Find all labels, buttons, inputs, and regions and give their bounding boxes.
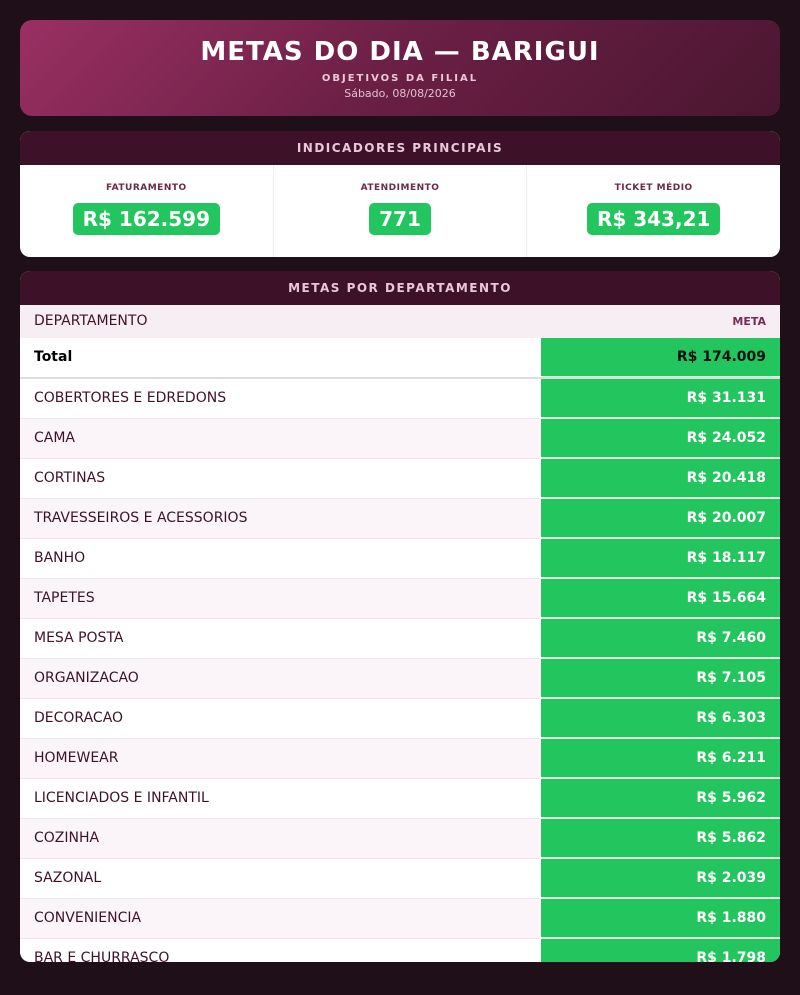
column-header: META [732, 315, 766, 328]
indicators: INDICADORES PRINCIPAIS FATURAMENTO R$ 162… [20, 131, 780, 257]
header: METAS DO DIA — BARIGUI OBJETIVOS DA FILI… [20, 20, 780, 116]
table-row: ORGANIZACAO R$ 7.105 [20, 659, 780, 699]
table-row: SAZONAL R$ 2.039 [20, 859, 780, 899]
cell: BAR E CHURRASCO [34, 950, 170, 962]
cell: CONVENIENCIA [34, 910, 142, 926]
cell: R$ 18.117 [541, 539, 780, 578]
kpi: FATURAMENTO R$ 162.599 [20, 165, 274, 257]
table-row: COZINHA R$ 5.862 [20, 819, 780, 859]
cell: CAMA [34, 430, 76, 446]
cell: R$ 5.962 [541, 779, 780, 818]
cell: R$ 24.052 [541, 419, 780, 458]
table-row: TRAVESSEIROS E ACESSORIOS R$ 20.007 [20, 499, 780, 539]
kpi-label: FATURAMENTO [106, 183, 187, 193]
cell: R$ 6.211 [541, 739, 780, 778]
table-row: DECORACAO R$ 6.303 [20, 699, 780, 739]
cell: SAZONAL [34, 870, 102, 886]
table-row: BANHO R$ 18.117 [20, 539, 780, 579]
cell: R$ 31.131 [541, 379, 780, 418]
total-row: Total R$ 174.009 [20, 338, 780, 379]
column-header: DEPARTAMENTO [34, 313, 148, 329]
cell: HOMEWEAR [34, 750, 119, 766]
kpi-label: ATENDIMENTO [360, 183, 440, 193]
cell: Total [34, 349, 73, 365]
table-row: COBERTORES E EDREDONS R$ 31.131 [20, 379, 780, 419]
table-row: LICENCIADOS E INFANTIL R$ 5.962 [20, 779, 780, 819]
cell: R$ 2.039 [541, 859, 780, 898]
cell: R$ 6.303 [541, 699, 780, 738]
kpi-value: 771 [369, 203, 431, 235]
table-row: MESA POSTA R$ 7.460 [20, 619, 780, 659]
subtitle: OBJETIVOS DA FILIAL [321, 73, 479, 84]
table-header: DEPARTAMENTO META [20, 305, 780, 338]
cell: TRAVESSEIROS E ACESSORIOS [34, 510, 248, 526]
kpi-value: R$ 162.599 [72, 203, 221, 235]
title: METAS DO DIA — BARIGUI [200, 37, 600, 67]
cell: R$ 1.880 [541, 899, 780, 938]
kpi-row: FATURAMENTO R$ 162.599 ATENDIMENTO 771 TICKE… [20, 165, 780, 257]
cell: R$ 1.798 [541, 939, 780, 962]
cell: R$ 7.105 [541, 659, 780, 698]
cell: COZINHA [34, 830, 100, 846]
cell: R$ 7.460 [541, 619, 780, 658]
table-row: CAMA R$ 24.052 [20, 419, 780, 459]
section-title: INDICADORES PRINCIPAIS [20, 131, 780, 165]
date: Sábado, 08/08/2026 [344, 87, 456, 100]
kpi: ATENDIMENTO 771 [274, 165, 528, 257]
department-table: METAS POR DEPARTAMENTO DEPARTAMENTO META… [20, 271, 780, 962]
cell: TAPETES [34, 590, 95, 606]
kpi-label: TICKET MÉDIO [614, 183, 693, 193]
table-row: CONVENIENCIA R$ 1.880 [20, 899, 780, 939]
table-row: CORTINAS R$ 20.418 [20, 459, 780, 499]
cell: CORTINAS [34, 470, 106, 486]
table-row: BAR E CHURRASCO R$ 1.798 [20, 939, 780, 962]
cell: R$ 20.007 [541, 499, 780, 538]
cell: ORGANIZACAO [34, 670, 139, 686]
table-row: TAPETES R$ 15.664 [20, 579, 780, 619]
cell: R$ 15.664 [541, 579, 780, 618]
cell: R$ 174.009 [541, 338, 780, 377]
cell: BANHO [34, 550, 86, 566]
cell: COBERTORES E EDREDONS [34, 390, 227, 406]
section-title: METAS POR DEPARTAMENTO [20, 271, 780, 305]
cell: MESA POSTA [34, 630, 124, 646]
cell: LICENCIADOS E INFANTIL [34, 790, 209, 806]
table-row: HOMEWEAR R$ 6.211 [20, 739, 780, 779]
kpi: TICKET MÉDIO R$ 343,21 [527, 165, 780, 257]
cell: DECORACAO [34, 710, 124, 726]
rows: COBERTORES E EDREDONS R$ 31.131 CAMA R$ 24.… [20, 379, 780, 962]
cell: R$ 5.862 [541, 819, 780, 858]
cell: R$ 20.418 [541, 459, 780, 498]
kpi-value: R$ 343,21 [586, 203, 721, 235]
